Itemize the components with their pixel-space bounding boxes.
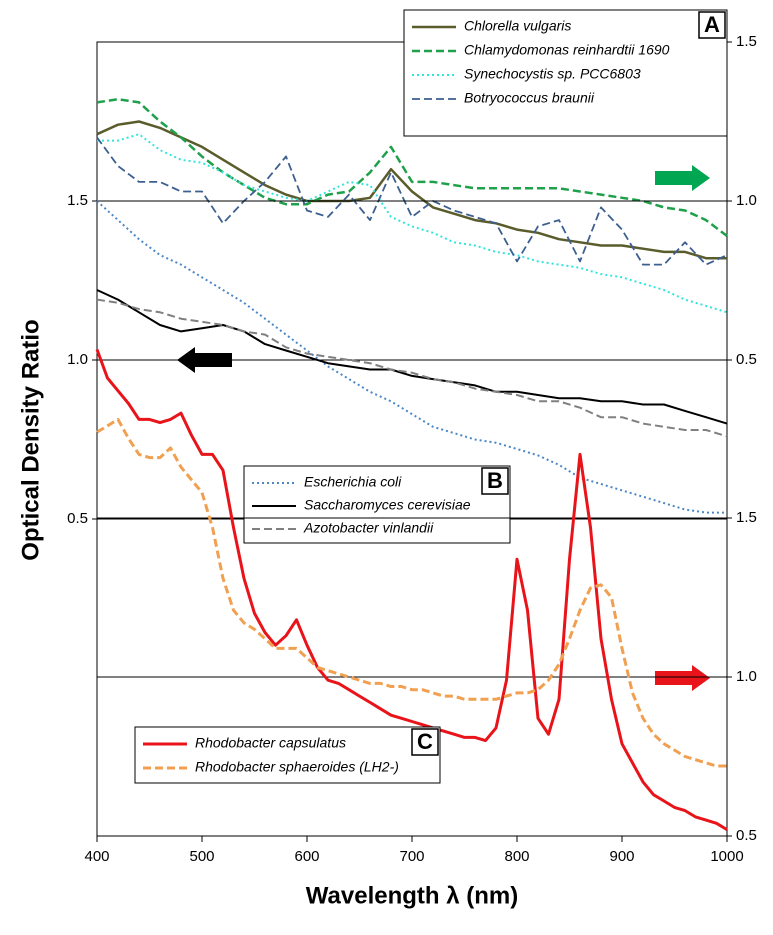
x-tick-label: 500 (189, 848, 214, 865)
series-line (96, 200, 727, 514)
y-tick-label: 1.5 (736, 33, 757, 50)
panel-label-box (698, 11, 726, 39)
legend-box (134, 726, 441, 784)
legend-label: Azotobacter vinlandii (303, 520, 434, 536)
legend-label: Chlorella vulgaris (464, 18, 571, 34)
legend-box (243, 465, 511, 544)
legend-label: Rhodobacter sphaeroides (LH2-) (195, 759, 399, 775)
x-tick-label: 1000 (710, 848, 743, 865)
legend-label: Chlamydomonas reinhardtii 1690 (464, 42, 670, 58)
series-line (95, 348, 728, 831)
x-tick-label: 400 (84, 848, 109, 865)
axis-arrow (655, 665, 710, 691)
y-tick-label: 1.0 (736, 668, 757, 685)
panel-label-box (411, 728, 439, 756)
legend-label: Rhodobacter capsulatus (195, 735, 346, 751)
plot-frame (96, 41, 728, 837)
series-line (97, 133, 728, 314)
y-tick-label: 1.5 (67, 192, 88, 209)
legend-label: Botryococcus braunii (464, 90, 595, 106)
panel-label-box (481, 467, 509, 495)
legend-label: Synechocystis sp. PCC6803 (464, 66, 641, 82)
y-tick-label: 1.0 (67, 351, 88, 368)
x-axis-title: Wavelength λ (nm) (306, 882, 518, 909)
legend-label: Escherichia coli (304, 474, 402, 490)
legend-box (403, 9, 728, 137)
y-tick-label: 1.0 (736, 192, 757, 209)
legend-label: Saccharomyces cerevisiae (304, 497, 471, 513)
y-tick-label: 0.5 (736, 351, 757, 368)
series-line (96, 298, 728, 438)
panel-label: C (417, 729, 433, 754)
series-line (96, 289, 728, 425)
x-tick-label: 700 (399, 848, 424, 865)
series-line (96, 97, 728, 237)
axis-arrow (655, 165, 710, 191)
series-line (96, 136, 728, 266)
series-line (96, 417, 727, 768)
x-tick-label: 800 (504, 848, 529, 865)
y-axis-title: Optical Density Ratio (17, 319, 44, 560)
y-tick-label: 1.5 (736, 509, 757, 526)
panel-label: B (487, 468, 503, 493)
y-tick-label: 0.5 (67, 510, 88, 527)
x-tick-label: 600 (294, 848, 319, 865)
panel-label: A (704, 12, 720, 37)
series-line (96, 120, 727, 260)
y-tick-label: 0.5 (736, 827, 757, 844)
x-tick-label: 900 (609, 848, 634, 865)
